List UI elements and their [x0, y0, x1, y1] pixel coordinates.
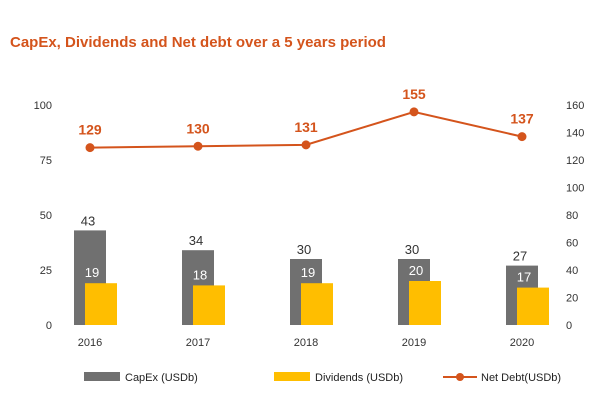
- dividends-bar: [517, 287, 549, 325]
- net-debt-point: [517, 132, 527, 142]
- x-axis-tick-label: 2019: [402, 337, 426, 349]
- net-debt-value-label: 130: [186, 120, 210, 136]
- dividends-bar: [409, 281, 441, 325]
- chart-title: CapEx, Dividends and Net debt over a 5 y…: [10, 34, 386, 51]
- net-debt-point: [301, 140, 311, 150]
- right-axis: 0 20 40 60 80 100 120 140 160: [566, 100, 584, 332]
- bars-group: 43 19 34 18 30 19 30 20 27 17: [74, 213, 549, 325]
- capex-value-label: 30: [297, 242, 311, 257]
- right-axis-tick-label: 80: [566, 210, 578, 222]
- x-axis-tick-label: 2016: [78, 337, 102, 349]
- net-debt-series: 129 130 131 155 137: [78, 86, 534, 153]
- dividends-bar: [301, 283, 333, 325]
- left-axis-tick-label: 25: [40, 265, 52, 277]
- capex-value-label: 27: [513, 249, 527, 264]
- left-axis-tick-label: 0: [46, 320, 52, 332]
- right-axis-tick-label: 0: [566, 320, 572, 332]
- legend-net-debt-marker: [456, 373, 464, 381]
- net-debt-value-label: 129: [78, 122, 102, 138]
- right-axis-tick-label: 20: [566, 293, 578, 305]
- dividends-bar: [85, 283, 117, 325]
- dividends-bar: [193, 285, 225, 325]
- net-debt-value-label: 137: [510, 111, 534, 127]
- dividends-value-label: 18: [193, 267, 207, 282]
- legend-capex-swatch: [84, 372, 120, 381]
- right-axis-tick-label: 140: [566, 128, 584, 140]
- dividends-value-label: 17: [517, 270, 531, 285]
- x-axis-tick-label: 2017: [186, 337, 210, 349]
- x-axis: 2016 2017 2018 2019 2020: [78, 337, 534, 349]
- x-axis-tick-label: 2018: [294, 337, 318, 349]
- dividends-value-label: 19: [301, 265, 315, 280]
- capex-value-label: 43: [81, 213, 95, 228]
- left-axis-tick-label: 75: [40, 155, 52, 167]
- left-axis-tick-label: 100: [34, 100, 52, 112]
- right-axis-tick-label: 60: [566, 238, 578, 250]
- right-axis-tick-label: 160: [566, 100, 584, 112]
- net-debt-point: [409, 107, 419, 117]
- legend-dividends-label: Dividends (USDb): [315, 372, 403, 384]
- net-debt-point: [85, 143, 95, 153]
- net-debt-value-label: 155: [402, 86, 426, 102]
- net-debt-value-label: 131: [294, 119, 318, 135]
- dividends-value-label: 20: [409, 263, 423, 278]
- legend-dividends-swatch: [274, 372, 310, 381]
- net-debt-point: [193, 141, 203, 151]
- capex-value-label: 34: [189, 233, 203, 248]
- right-axis-tick-label: 120: [566, 155, 584, 167]
- legend-net-debt-label: Net Debt(USDb): [481, 372, 561, 384]
- capex-value-label: 30: [405, 242, 419, 257]
- legend-capex-label: CapEx (USDb): [125, 372, 198, 384]
- left-axis: 0 25 50 75 100: [34, 100, 52, 332]
- dividends-value-label: 19: [85, 265, 99, 280]
- left-axis-tick-label: 50: [40, 210, 52, 222]
- right-axis-tick-label: 40: [566, 265, 578, 277]
- legend: CapEx (USDb) Dividends (USDb) Net Debt(USD…: [84, 372, 561, 384]
- right-axis-tick-label: 100: [566, 183, 584, 195]
- x-axis-tick-label: 2020: [510, 337, 534, 349]
